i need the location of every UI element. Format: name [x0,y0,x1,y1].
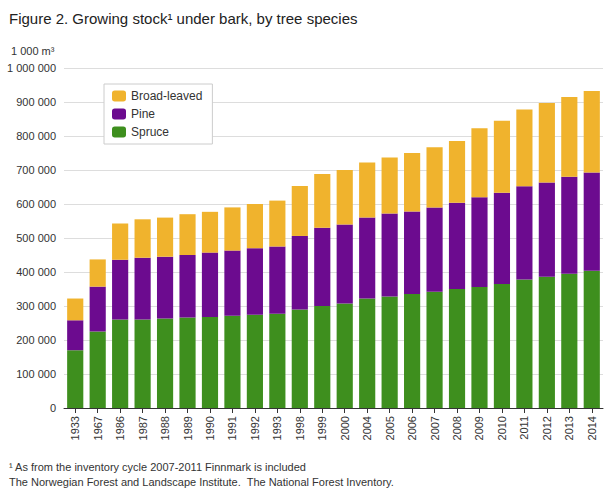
svg-text:Pine: Pine [131,107,155,121]
svg-text:1999: 1999 [316,416,328,440]
svg-text:1967: 1967 [92,416,104,440]
svg-text:2013: 2013 [563,416,575,440]
svg-text:200 000: 200 000 [16,334,56,346]
svg-text:1933: 1933 [69,416,81,440]
svg-text:2008: 2008 [451,416,463,440]
svg-text:1993: 1993 [271,416,283,440]
svg-text:The Norwegian Forest and Lands: The Norwegian Forest and Landscape Insti… [9,476,394,488]
svg-text:700 000: 700 000 [16,164,56,176]
svg-text:1990: 1990 [204,416,216,440]
svg-text:1989: 1989 [182,416,194,440]
svg-text:1992: 1992 [249,416,261,440]
svg-text:2006: 2006 [406,416,418,440]
svg-text:600 000: 600 000 [16,198,56,210]
svg-text:100 000: 100 000 [16,368,56,380]
svg-text:¹ As from the inventory cycle: ¹ As from the inventory cycle 2007-2011 … [9,461,306,473]
svg-text:0: 0 [50,402,56,414]
svg-text:300 000: 300 000 [16,300,56,312]
svg-text:2012: 2012 [541,416,553,440]
svg-text:2010: 2010 [496,416,508,440]
svg-text:500 000: 500 000 [16,232,56,244]
svg-text:400 000: 400 000 [16,266,56,278]
svg-text:1987: 1987 [137,416,149,440]
svg-text:1 000 000: 1 000 000 [7,62,56,74]
svg-text:2014: 2014 [586,416,598,440]
svg-text:800 000: 800 000 [16,130,56,142]
svg-text:Figure 2. Growing stock¹ under: Figure 2. Growing stock¹ under bark, by … [9,10,358,27]
svg-text:2005: 2005 [384,416,396,440]
svg-text:2011: 2011 [518,416,530,440]
svg-text:Spruce: Spruce [131,125,169,139]
svg-text:2007: 2007 [429,416,441,440]
svg-text:Broad-leaved: Broad-leaved [131,89,202,103]
svg-text:2000: 2000 [339,416,351,440]
svg-text:2004: 2004 [361,416,373,440]
svg-text:2009: 2009 [473,416,485,440]
svg-text:1 000 m³: 1 000 m³ [11,45,55,57]
svg-text:900 000: 900 000 [16,96,56,108]
svg-text:1988: 1988 [159,416,171,440]
svg-text:1998: 1998 [294,416,306,440]
svg-text:1986: 1986 [114,416,126,440]
svg-text:1991: 1991 [226,416,238,440]
